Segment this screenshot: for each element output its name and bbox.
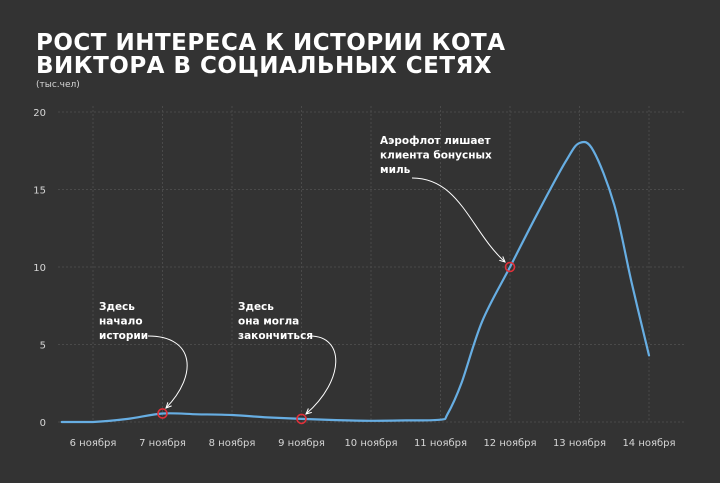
annotation-text: миль <box>380 164 411 176</box>
annotation: Здесь она могла закончиться <box>238 301 313 342</box>
series-layer <box>60 140 651 424</box>
y-axis: 0 5 10 15 20 <box>33 108 46 429</box>
chart-title: Рост интереса к истории кота Виктора в с… <box>36 32 656 78</box>
y-tick-label: 0 <box>40 418 46 429</box>
grid <box>58 106 686 423</box>
series-line <box>60 140 651 424</box>
annotation: Аэрофлот лишает клиента бонусных миль <box>380 135 492 176</box>
annotation-text: Аэрофлот лишает <box>380 135 492 147</box>
annotation: Здесь начало истории <box>99 301 148 342</box>
markers <box>157 261 516 425</box>
annotations: Здесь начало истории Здесь она могла закончит… <box>99 135 492 342</box>
x-tick-label: 13 ноября <box>553 438 606 449</box>
annotation-arrow <box>305 335 337 415</box>
x-axis: 6 ноября 7 ноября 8 ноября 9 ноября 10 ноябр… <box>70 438 676 449</box>
arrowhead <box>499 256 506 263</box>
annotation-text: начало <box>99 316 143 328</box>
y-tick-label: 10 <box>33 263 46 274</box>
x-tick-label: 7 ноября <box>139 438 186 449</box>
unit-label: (тыс.чел) <box>36 80 80 90</box>
x-tick-label: 6 ноября <box>70 438 117 449</box>
annotation-text: она могла <box>238 316 299 328</box>
arrowhead <box>165 402 172 409</box>
annotation-text: клиента бонусных <box>380 150 492 162</box>
highlight-marker <box>504 261 516 273</box>
annotation-text: Здесь <box>99 301 135 313</box>
arrowhead <box>305 408 312 415</box>
annotation-arrows <box>147 177 506 415</box>
annotation-text: Здесь <box>238 301 274 313</box>
x-tick-label: 11 ноября <box>414 438 467 449</box>
annotation-arrow <box>147 335 188 409</box>
x-tick-label: 12 ноября <box>483 438 536 449</box>
chart-title-line-2: Виктора в социальных сетях <box>36 53 493 79</box>
x-tick-label: 14 ноября <box>622 438 675 449</box>
highlight-marker <box>157 408 168 419</box>
annotation-text: закончиться <box>238 330 313 342</box>
annotation-arrow <box>411 177 506 263</box>
chart-title-line-1: Рост интереса к истории кота <box>36 30 506 56</box>
x-tick-label: 10 ноября <box>344 438 397 449</box>
y-tick-label: 15 <box>33 186 46 197</box>
highlight-marker <box>296 413 307 425</box>
x-tick-label: 8 ноября <box>209 438 256 449</box>
y-tick-label: 5 <box>40 341 46 352</box>
annotation-text: истории <box>99 330 148 342</box>
y-tick-label: 20 <box>33 108 46 119</box>
x-tick-label: 9 ноября <box>278 438 325 449</box>
